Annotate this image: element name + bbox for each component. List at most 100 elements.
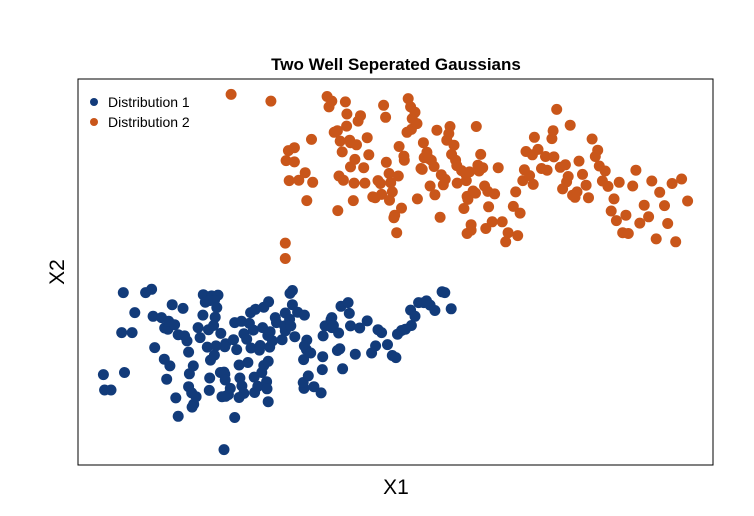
point-distribution-2-102 (470, 187, 481, 199)
point-distribution-2-44 (376, 188, 388, 200)
point-distribution-2-150 (586, 133, 598, 145)
point-distribution-2-87 (448, 139, 460, 151)
point-distribution-2-111 (483, 201, 495, 213)
point-distribution-1-130 (317, 330, 329, 342)
point-distribution-1-22 (172, 410, 184, 422)
point-distribution-2-141 (562, 171, 574, 182)
point-distribution-1-120 (298, 340, 310, 352)
point-distribution-2-48 (383, 168, 395, 179)
point-distribution-2-134 (547, 125, 559, 137)
point-distribution-2-94 (460, 175, 472, 187)
point-distribution-2-11 (301, 195, 313, 207)
point-distribution-2-164 (627, 180, 639, 192)
point-distribution-1-115 (289, 331, 301, 343)
point-distribution-1-7 (129, 307, 141, 319)
point-distribution-2-117 (502, 227, 514, 239)
point-distribution-2-79 (434, 211, 446, 223)
point-distribution-1-90 (253, 344, 265, 356)
point-distribution-2-107 (477, 162, 489, 174)
point-distribution-2-3 (279, 237, 291, 249)
point-distribution-2-129 (532, 143, 544, 155)
point-distribution-2-145 (571, 186, 583, 198)
point-distribution-2-116 (500, 236, 512, 248)
point-distribution-2-22 (336, 146, 348, 158)
point-distribution-2-162 (620, 209, 632, 221)
point-distribution-1-44 (209, 311, 221, 323)
point-distribution-2-25 (341, 120, 353, 132)
point-distribution-2-92 (458, 203, 470, 214)
point-distribution-2-45 (378, 99, 390, 111)
point-distribution-1-125 (305, 347, 317, 359)
point-distribution-2-156 (602, 180, 614, 192)
point-distribution-2-35 (355, 110, 366, 122)
point-distribution-1-104 (264, 326, 276, 338)
point-distribution-2-172 (659, 200, 670, 212)
point-distribution-1-166 (439, 287, 451, 299)
point-distribution-2-155 (599, 165, 611, 177)
point-distribution-1-16 (164, 360, 176, 372)
point-distribution-2-136 (551, 103, 563, 115)
point-distribution-1-153 (390, 352, 402, 364)
point-distribution-1-39 (203, 384, 215, 396)
point-distribution-2-146 (573, 155, 585, 167)
point-distribution-2-33 (351, 139, 362, 151)
point-distribution-1-45 (197, 309, 209, 321)
point-distribution-1-70 (233, 359, 245, 371)
point-distribution-1-145 (354, 322, 366, 334)
point-distribution-2-126 (527, 178, 539, 190)
point-distribution-2-128 (528, 131, 540, 143)
point-distribution-2-6 (283, 175, 295, 187)
legend-marker-distribution-2 (90, 118, 98, 126)
point-distribution-1-57 (208, 320, 220, 331)
point-distribution-1-42 (210, 340, 222, 352)
legend-label-distribution-2: Distribution 2 (108, 114, 190, 130)
point-distribution-2-56 (393, 141, 405, 152)
point-distribution-1-74 (233, 392, 245, 403)
point-distribution-1-36 (194, 332, 206, 344)
point-distribution-2-115 (496, 216, 508, 228)
point-distribution-2-9 (293, 174, 305, 186)
point-distribution-2-96 (462, 193, 474, 205)
point-distribution-2-30 (347, 195, 359, 207)
point-distribution-2-49 (384, 194, 395, 206)
point-distribution-1-41 (208, 349, 220, 361)
point-distribution-1-106 (276, 334, 288, 346)
point-distribution-1-136 (333, 327, 345, 339)
chart-title: Two Well Seperated Gaussians (271, 55, 521, 74)
point-distribution-1-3 (119, 367, 130, 378)
point-distribution-2-46 (380, 111, 392, 123)
point-distribution-2-125 (524, 170, 536, 182)
point-distribution-2-70 (417, 137, 429, 149)
point-distribution-2-152 (592, 144, 604, 156)
point-distribution-2-24 (339, 96, 351, 108)
point-distribution-1-167 (445, 303, 457, 315)
point-distribution-2-59 (398, 154, 410, 166)
point-distribution-1-86 (242, 357, 254, 368)
point-distribution-2-169 (646, 175, 658, 187)
point-distribution-1-121 (298, 354, 310, 366)
point-distribution-2-98 (464, 166, 475, 178)
point-distribution-2-82 (439, 173, 451, 185)
point-distribution-2-7 (288, 142, 300, 154)
point-distribution-1-37 (201, 341, 213, 353)
point-distribution-2-132 (541, 164, 553, 176)
point-distribution-2-175 (670, 236, 682, 248)
point-distribution-1-88 (252, 380, 264, 392)
point-distribution-2-106 (475, 148, 487, 160)
x-axis-label: X1 (383, 476, 409, 499)
point-distribution-2-50 (385, 177, 397, 189)
point-distribution-2-160 (613, 176, 625, 188)
point-distribution-2-21 (334, 135, 346, 147)
point-distribution-1-138 (337, 363, 349, 375)
point-distribution-1-148 (370, 340, 382, 352)
point-distribution-1-20 (169, 319, 181, 331)
legend: Distribution 1 Distribution 2 (90, 94, 190, 130)
point-distribution-1-56 (211, 302, 223, 314)
point-distribution-2-18 (331, 125, 343, 137)
point-distribution-1-26 (181, 335, 193, 347)
point-distribution-1-157 (405, 320, 417, 331)
point-distribution-1-127 (315, 387, 327, 399)
point-distribution-2-149 (583, 192, 594, 204)
point-distribution-2-148 (580, 179, 592, 191)
